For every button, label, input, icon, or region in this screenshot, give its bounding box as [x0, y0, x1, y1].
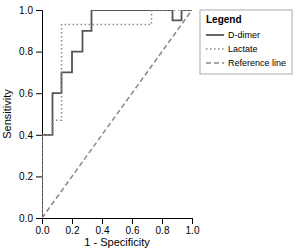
tick-mark [102, 218, 103, 224]
tick-mark [162, 218, 163, 224]
tick-mark [36, 52, 42, 53]
legend-swatch [206, 62, 224, 64]
tick: 0.6 [19, 88, 42, 99]
series-line [42, 10, 192, 218]
tick: 0.2 [19, 171, 42, 182]
tick-label: 0.4 [96, 225, 110, 236]
tick-mark [36, 176, 42, 177]
chart: 0.0 0.2 0.4 0.6 0.8 1.0 0.0 0.2 0.4 0.6 0.8 1.0 1 - … [0, 0, 300, 250]
legend-swatch [206, 48, 224, 50]
tick: 1.0 [186, 218, 200, 236]
tick-label: 0.2 [66, 225, 80, 236]
legend-frame [200, 10, 292, 74]
tick: 0.4 [96, 218, 110, 236]
tick-label: 0.0 [19, 213, 33, 224]
legend-swatch [206, 34, 224, 36]
tick: 0.8 [156, 218, 170, 236]
legend: Legend D-dimer Lactate Reference line [200, 10, 292, 74]
tick-label: 0.6 [19, 88, 33, 99]
tick: 0.6 [126, 218, 140, 236]
tick-mark [192, 218, 193, 224]
tick-label: 0.6 [126, 225, 140, 236]
tick: 1.0 [19, 5, 42, 16]
tick: 0.8 [19, 46, 42, 57]
tick-label: 0.8 [19, 46, 33, 57]
x-axis-title: 1 - Specificity [84, 236, 150, 248]
tick-mark [36, 135, 42, 136]
tick-mark [36, 10, 42, 11]
tick-label: 1.0 [19, 5, 33, 16]
tick-label: 0.0 [36, 225, 50, 236]
tick-mark [132, 218, 133, 224]
tick-label: 0.8 [156, 225, 170, 236]
tick-label: 1.0 [186, 225, 200, 236]
lines [42, 10, 192, 218]
axis-line [43, 219, 193, 225]
legend-label: Reference line [228, 58, 286, 68]
legend-label: Lactate [228, 44, 258, 54]
tick: 0.0 [36, 218, 50, 236]
legend-title: Legend [206, 14, 242, 25]
plot: 0.0 0.2 0.4 0.6 0.8 1.0 0.0 0.2 0.4 0.6 0.8 1.0 [19, 5, 200, 236]
legend-label: D-dimer [228, 30, 260, 40]
tick-mark [36, 93, 42, 94]
series-line [42, 10, 192, 218]
axis-line [36, 11, 43, 219]
series-line [42, 10, 192, 218]
tick: 0.2 [66, 218, 80, 236]
y-axis: 0.0 0.2 0.4 0.6 0.8 1.0 [19, 5, 42, 224]
tick: 0.0 [19, 213, 42, 224]
tick-mark [72, 218, 73, 224]
y-axis-title: Sensitivity [1, 89, 13, 139]
tick-label: 0.4 [19, 130, 33, 141]
tick: 0.4 [19, 130, 42, 141]
x-axis: 0.0 0.2 0.4 0.6 0.8 1.0 [36, 218, 200, 236]
tick-label: 0.2 [19, 171, 33, 182]
tick-mark [36, 218, 42, 219]
